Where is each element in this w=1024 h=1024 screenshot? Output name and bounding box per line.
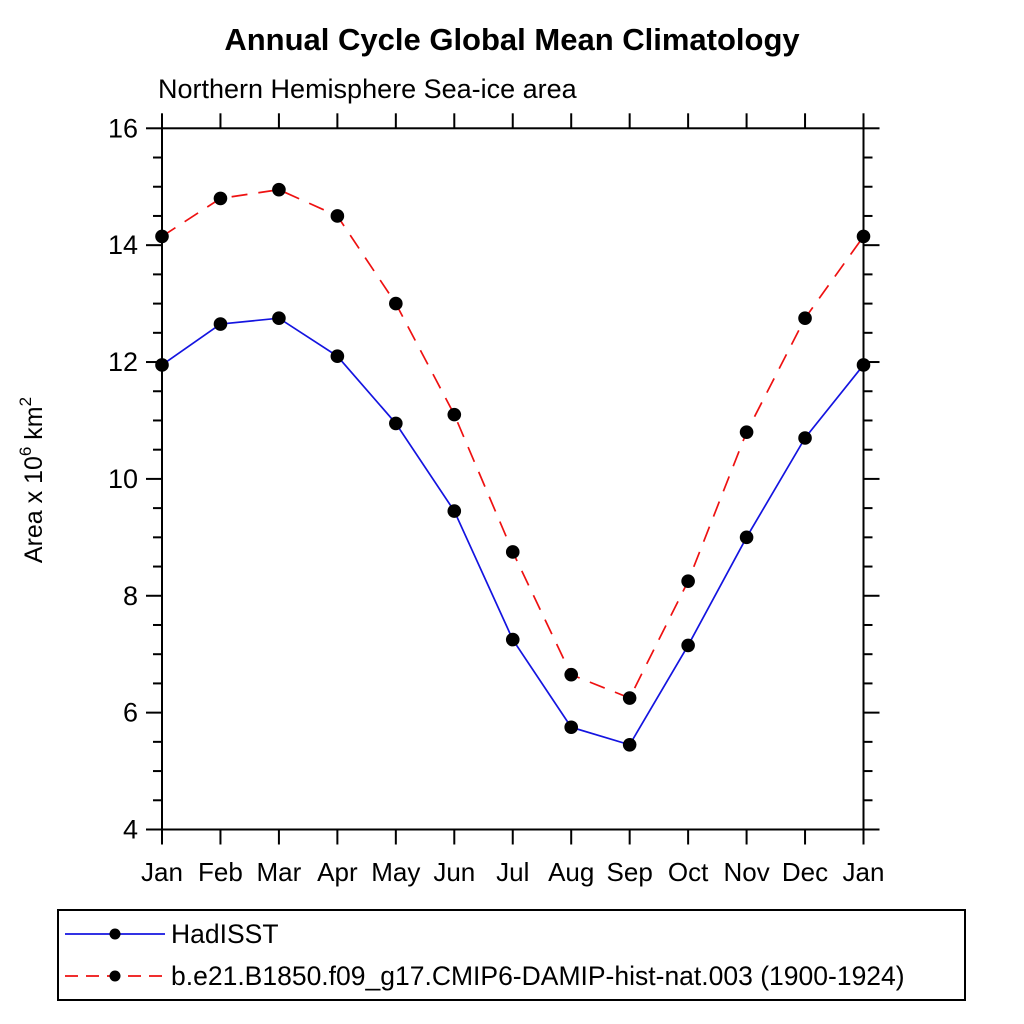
- series-marker-hadisst: [330, 349, 345, 363]
- x-tick-label: Jan: [141, 857, 183, 887]
- series-marker-model: [739, 425, 754, 439]
- series-marker-model: [272, 182, 286, 197]
- series-marker-model: [330, 209, 345, 223]
- series-marker-hadisst: [213, 317, 228, 331]
- y-tick-label: 16: [108, 113, 138, 143]
- series-line-hadisst: [161, 317, 865, 746]
- series-marker-model: [798, 311, 812, 326]
- x-tick-label: Apr: [317, 857, 358, 887]
- y-tick-label: 8: [123, 581, 138, 611]
- x-tick-label: Mar: [257, 857, 302, 887]
- legend-label: HadISST: [171, 918, 279, 949]
- series-marker-model: [564, 667, 579, 682]
- x-tick-label: Dec: [782, 857, 828, 887]
- x-tick-label: May: [371, 857, 420, 887]
- series-marker-hadisst: [272, 311, 286, 326]
- series-marker-model: [622, 691, 637, 705]
- legend-label: b.e21.B1850.f09_g17.CMIP6-DAMIP-hist-nat…: [171, 960, 905, 991]
- chart-legend: HadISST b.e21.B1850.f09_g17.CMIP6-DAMIP-h…: [57, 909, 966, 1001]
- series-marker-hadisst: [739, 530, 754, 545]
- series-marker-hadisst: [564, 720, 579, 735]
- y-tick-label: 6: [123, 698, 138, 728]
- series-marker-model: [447, 407, 462, 422]
- legend-item-hadisst: HadISST: [59, 916, 964, 952]
- series-marker-hadisst: [622, 737, 637, 752]
- dashed-line-marker-icon: [65, 970, 165, 982]
- x-tick-label: Jun: [433, 857, 475, 887]
- series-line-model: [161, 188, 865, 700]
- chart-subtitle: Northern Hemisphere Sea-ice area: [158, 74, 577, 104]
- x-tick-label: Oct: [668, 857, 709, 887]
- y-tick-label: 12: [108, 347, 138, 377]
- y-tick-label: 14: [108, 230, 138, 260]
- series-marker-hadisst: [505, 632, 520, 647]
- legend-item-model: b.e21.B1850.f09_g17.CMIP6-DAMIP-hist-nat…: [59, 958, 964, 994]
- x-tick-label: Jul: [496, 857, 529, 887]
- series-marker-model: [213, 191, 228, 206]
- series-marker-hadisst: [447, 504, 462, 518]
- series-marker-hadisst: [856, 358, 871, 372]
- series-marker-hadisst: [681, 638, 695, 653]
- series-marker-model: [389, 296, 403, 311]
- series-marker-hadisst: [798, 431, 812, 445]
- plot-border: [161, 127, 865, 831]
- y-tick-label: 4: [123, 815, 138, 845]
- series-marker-model: [155, 229, 169, 244]
- x-tick-label: Jan: [843, 857, 885, 887]
- series-marker-model: [505, 545, 520, 559]
- x-tick-label: Sep: [607, 857, 653, 887]
- series-marker-model: [681, 574, 695, 588]
- series-marker-hadisst: [389, 416, 403, 431]
- series-marker-model: [856, 229, 871, 244]
- x-tick-label: Nov: [723, 857, 769, 887]
- chart-title: Annual Cycle Global Mean Climatology: [224, 22, 800, 57]
- x-tick-label: Aug: [548, 857, 594, 887]
- y-tick-label: 10: [108, 464, 138, 494]
- series-marker-hadisst: [155, 358, 169, 372]
- x-tick-label: Feb: [198, 857, 243, 887]
- y-axis-label: Area x 106 km2: [16, 397, 48, 563]
- solid-line-marker-icon: [65, 928, 165, 940]
